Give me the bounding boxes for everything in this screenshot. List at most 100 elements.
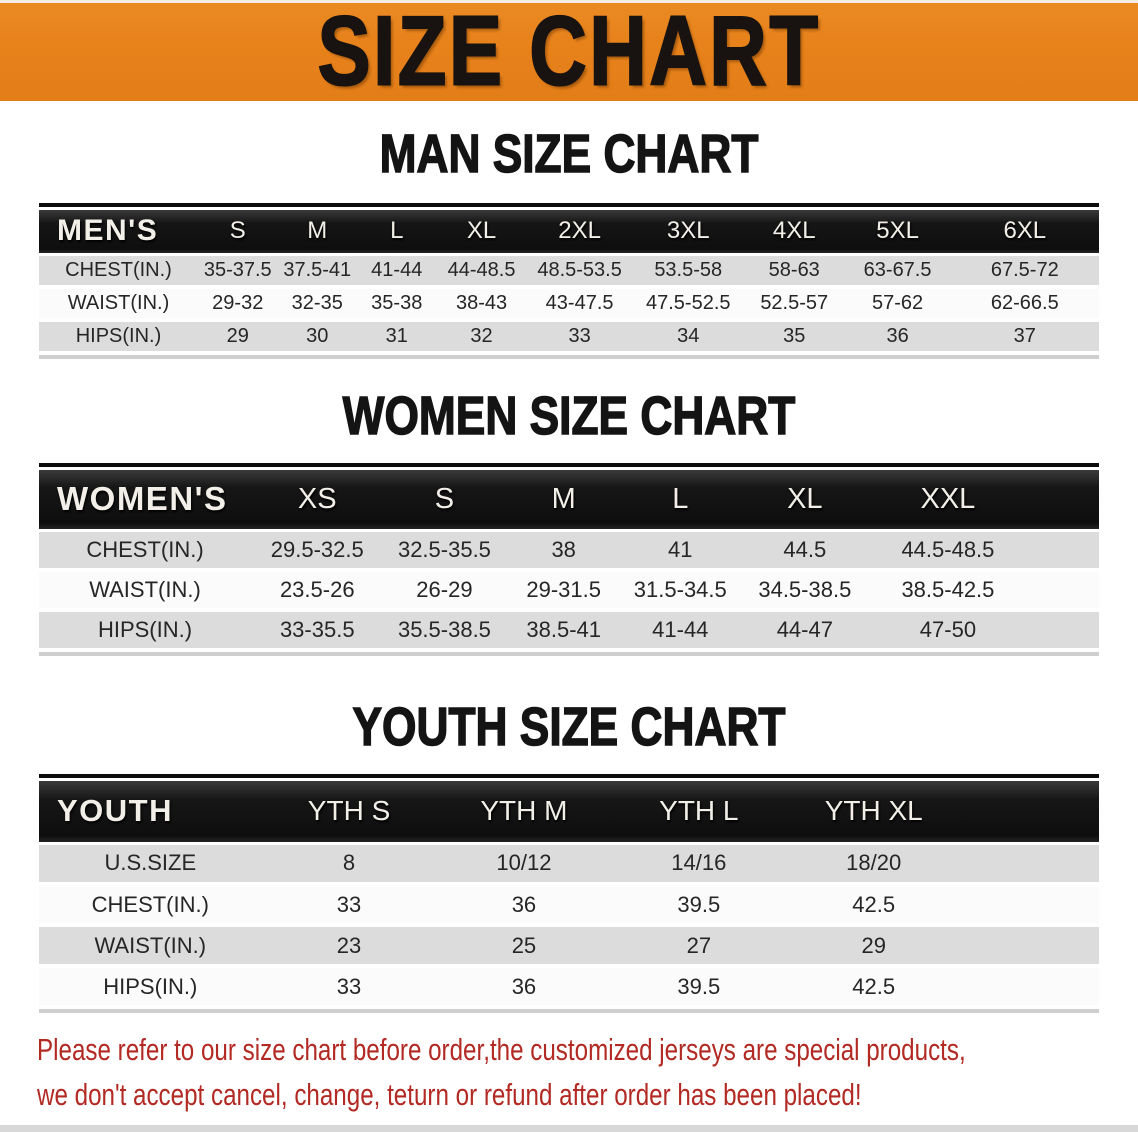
size-value-cell: 43-47.5	[526, 287, 633, 322]
table-row: WAIST(IN.) 23 25 27 29	[39, 925, 1099, 968]
table-row: WAIST(IN.) 23.5-26 26-29 29-31.5 31.5-34.5 34…	[39, 570, 1099, 612]
size-column-header: L	[357, 210, 437, 256]
size-value-cell: 37	[950, 320, 1099, 355]
size-column-header: S	[383, 470, 506, 532]
row-spacer-cell	[961, 925, 1099, 968]
size-value-cell: 32.5-35.5	[383, 530, 506, 572]
size-column-header: XS	[251, 470, 384, 532]
table-corner-label: YOUTH	[39, 781, 262, 845]
table-row: CHEST(IN.) 33 36 39.5 42.5	[39, 884, 1099, 927]
size-column-header: 3XL	[632, 210, 744, 256]
row-label: CHEST(IN.)	[39, 884, 262, 927]
size-value-cell: 23.5-26	[251, 570, 384, 612]
table-row: CHEST(IN.) 35-37.5 37.5-41 41-44 44-48.5 48.5…	[39, 254, 1099, 289]
size-value-cell: 33-35.5	[251, 610, 384, 652]
men-table-wrap: MEN'S S M L XL 2XL 3XL 4XL 5XL 6XL CHEST(IN.) 35-37…	[39, 203, 1099, 359]
size-value-cell: 29-31.5	[505, 570, 622, 612]
size-column-header: S	[198, 210, 278, 256]
size-value-cell: 10/12	[436, 843, 612, 886]
size-column-header: YTH L	[611, 781, 787, 845]
size-column-header: M	[277, 210, 357, 256]
disclaimer: Please refer to our size chart before or…	[37, 1027, 1101, 1117]
row-label: U.S.SIZE	[39, 843, 262, 886]
size-value-cell: 41-44	[621, 610, 739, 652]
row-spacer-cell	[961, 966, 1099, 1009]
table-row: CHEST(IN.) 29.5-32.5 32.5-35.5 38 41 44.5 44.5…	[39, 530, 1099, 572]
row-label: WAIST(IN.)	[39, 925, 262, 968]
table-row: WAIST(IN.) 29-32 32-35 35-38 38-43 43-47.5 47.…	[39, 287, 1099, 322]
size-value-cell: 34.5-38.5	[738, 570, 872, 612]
row-label: WAIST(IN.)	[39, 287, 198, 322]
size-value-cell: 31.5-34.5	[621, 570, 739, 612]
size-value-cell: 35-38	[357, 287, 437, 322]
table-corner-label: MEN'S	[39, 210, 198, 256]
size-value-cell: 44-47	[738, 610, 872, 652]
header-spacer-cell	[961, 781, 1099, 845]
size-value-cell: 39.5	[611, 966, 787, 1009]
row-spacer-cell	[1024, 610, 1099, 652]
size-value-cell: 44-48.5	[436, 254, 527, 289]
size-column-header: XXL	[871, 470, 1025, 532]
table-header-row: MEN'S S M L XL 2XL 3XL 4XL 5XL 6XL	[39, 210, 1099, 256]
size-value-cell: 27	[611, 925, 787, 968]
size-value-cell: 31	[357, 320, 437, 355]
row-label: CHEST(IN.)	[39, 254, 198, 289]
size-value-cell: 32	[436, 320, 527, 355]
row-label: HIPS(IN.)	[39, 320, 198, 355]
size-value-cell: 42.5	[786, 966, 962, 1009]
size-value-cell: 32-35	[277, 287, 357, 322]
size-value-cell: 44.5-48.5	[871, 530, 1025, 572]
size-value-cell: 44.5	[738, 530, 872, 572]
size-column-header: M	[505, 470, 622, 532]
youth-size-table: YOUTH YTH S YTH M YTH L YTH XL U.S.SIZE 8 10/12…	[39, 781, 1099, 1009]
row-label: CHEST(IN.)	[39, 530, 251, 572]
size-value-cell: 35.5-38.5	[383, 610, 506, 652]
size-value-cell: 38	[505, 530, 622, 572]
women-size-table: WOMEN'S XS S M L XL XXL CHEST(IN.) 29.5-32.5 32.5…	[39, 470, 1099, 652]
size-value-cell: 8	[261, 843, 437, 886]
women-table-wrap: WOMEN'S XS S M L XL XXL CHEST(IN.) 29.5-32.5 32.5…	[39, 463, 1099, 656]
size-value-cell: 42.5	[786, 884, 962, 927]
size-value-cell: 36	[436, 884, 612, 927]
men-size-table: MEN'S S M L XL 2XL 3XL 4XL 5XL 6XL CHEST(IN.) 35-37…	[39, 210, 1099, 355]
size-value-cell: 35	[743, 320, 845, 355]
section-women: WOMEN SIZE CHART WOMEN'S XS S M L XL XXL CHEST(…	[0, 386, 1138, 656]
size-value-cell: 33	[526, 320, 633, 355]
disclaimer-line-2: we don't accept cancel, change, teturn o…	[37, 1072, 1101, 1117]
table-row: HIPS(IN.) 33-35.5 35.5-38.5 38.5-41 41-44 44-…	[39, 610, 1099, 652]
size-value-cell: 23	[261, 925, 437, 968]
size-value-cell: 47.5-52.5	[632, 287, 744, 322]
table-row: HIPS(IN.) 29 30 31 32 33 34 35 36 37	[39, 320, 1099, 355]
size-value-cell: 33	[261, 884, 437, 927]
size-value-cell: 33	[261, 966, 437, 1009]
row-label: WAIST(IN.)	[39, 570, 251, 612]
size-value-cell: 26-29	[383, 570, 506, 612]
size-value-cell: 58-63	[743, 254, 845, 289]
row-spacer-cell	[1024, 570, 1099, 612]
size-value-cell: 34	[632, 320, 744, 355]
disclaimer-line-2-text: we don't accept cancel, change, teturn o…	[37, 1077, 862, 1112]
size-value-cell: 29-32	[198, 287, 278, 322]
size-value-cell: 53.5-58	[632, 254, 744, 289]
section-men: MAN SIZE CHART MEN'S S M L XL 2XL 3XL 4XL 5XL 6XL…	[0, 124, 1138, 359]
size-value-cell: 38.5-41	[505, 610, 622, 652]
banner-title: SIZE CHART	[317, 0, 821, 101]
section-youth: YOUTH SIZE CHART YOUTH YTH S YTH M YTH L YTH…	[0, 697, 1138, 1013]
size-value-cell: 62-66.5	[950, 287, 1099, 322]
size-value-cell: 67.5-72	[950, 254, 1099, 289]
size-value-cell: 48.5-53.5	[526, 254, 633, 289]
men-section-heading: MAN SIZE CHART	[379, 124, 759, 184]
disclaimer-line-1-text: Please refer to our size chart before or…	[37, 1032, 966, 1067]
women-section-heading: WOMEN SIZE CHART	[342, 386, 796, 446]
size-value-cell: 36	[844, 320, 951, 355]
youth-section-heading: YOUTH SIZE CHART	[352, 697, 786, 757]
row-spacer-cell	[1024, 530, 1099, 572]
size-column-header: 6XL	[950, 210, 1099, 256]
size-value-cell: 57-62	[844, 287, 951, 322]
size-column-header: YTH S	[261, 781, 437, 845]
table-row: U.S.SIZE 8 10/12 14/16 18/20	[39, 843, 1099, 886]
table-header-row: YOUTH YTH S YTH M YTH L YTH XL	[39, 781, 1099, 845]
size-value-cell: 37.5-41	[277, 254, 357, 289]
size-value-cell: 38.5-42.5	[871, 570, 1025, 612]
